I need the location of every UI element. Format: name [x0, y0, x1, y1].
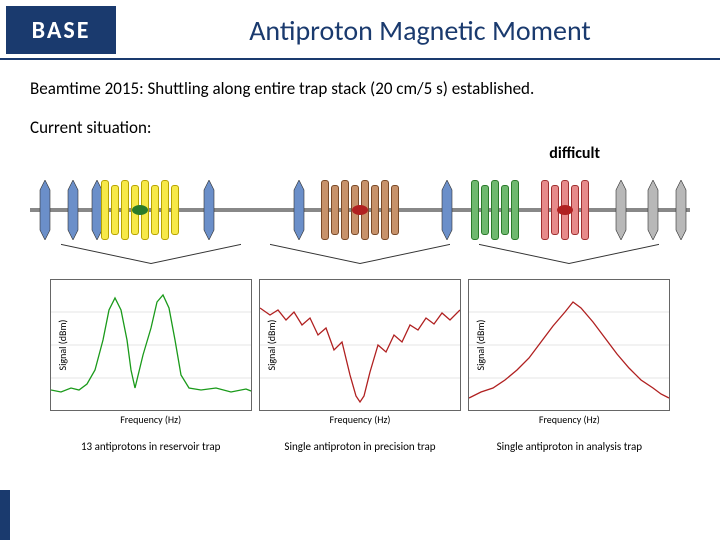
signal-chart: Signal (dBm) — [468, 279, 670, 411]
difficult-label: difficult — [30, 144, 690, 163]
flange — [614, 180, 628, 240]
corner-mark — [0, 490, 10, 540]
chart-caption: 13 antiprotons in reservoir trap — [46, 440, 255, 453]
chart-panel: Signal (dBm) Frequency (Hz) Single antip… — [255, 263, 464, 453]
flange — [66, 180, 80, 240]
signal-chart: Signal (dBm) — [50, 279, 252, 411]
particle-marker — [557, 205, 573, 215]
flange — [292, 180, 306, 240]
y-axis-label: Signal (dBm) — [56, 320, 69, 371]
chart-panel: Signal (dBm) Frequency (Hz) Single antip… — [465, 263, 674, 453]
content: Beamtime 2015: Shuttling along entire tr… — [0, 60, 720, 453]
charts-row: Signal (dBm) Frequency (Hz) 13 antiproto… — [30, 263, 690, 453]
y-axis-label: Signal (dBm) — [474, 320, 487, 371]
x-axis-label: Frequency (Hz) — [255, 413, 464, 426]
page-title: Antiproton Magnetic Moment — [130, 13, 710, 48]
trap-stack-diagram — [30, 165, 690, 255]
y-axis-label: Signal (dBm) — [265, 320, 278, 371]
header: BASE Antiproton Magnetic Moment — [0, 0, 720, 60]
x-axis-label: Frequency (Hz) — [46, 413, 255, 426]
logo-text: BASE — [32, 16, 91, 45]
flange — [646, 180, 660, 240]
flange — [674, 180, 688, 240]
particle-marker — [132, 205, 148, 215]
flange — [202, 180, 216, 240]
beamtime-line: Beamtime 2015: Shuttling along entire tr… — [30, 78, 690, 99]
flange — [440, 180, 454, 240]
trap-electrodes — [470, 185, 520, 235]
signal-chart: Signal (dBm) — [259, 279, 461, 411]
chart-panel: Signal (dBm) Frequency (Hz) 13 antiproto… — [46, 263, 255, 453]
flange — [38, 180, 52, 240]
particle-marker — [352, 205, 368, 215]
x-axis-label: Frequency (Hz) — [465, 413, 674, 426]
base-logo: BASE — [6, 6, 116, 54]
chart-caption: Single antiproton in precision trap — [255, 440, 464, 453]
situation-line: Current situation: — [30, 117, 690, 138]
chart-caption: Single antiproton in analysis trap — [465, 440, 674, 453]
